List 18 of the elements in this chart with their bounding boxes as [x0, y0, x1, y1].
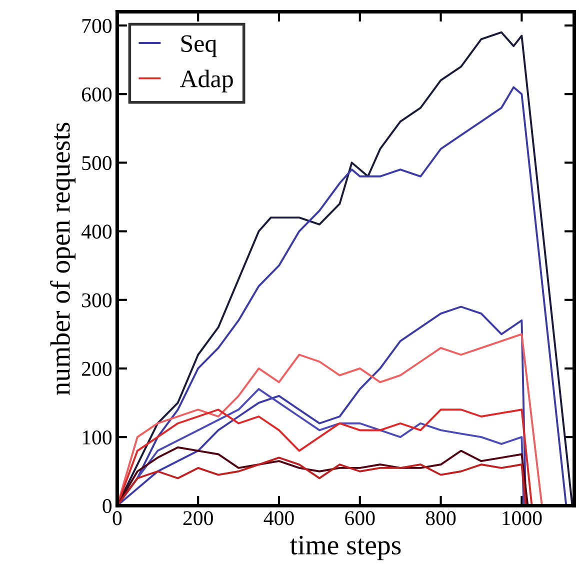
x-tick-label: 800 [426, 511, 456, 526]
x-tick-label: 400 [264, 511, 294, 526]
legend-label: Seq [181, 35, 217, 58]
y-tick-label: 600 [82, 87, 112, 102]
y-tick-label: 700 [82, 18, 112, 33]
y-tick-label: 300 [82, 293, 112, 308]
y-tick-label: 200 [82, 362, 112, 376]
x-tick-label: 600 [345, 511, 375, 526]
legend-label: Adap [180, 70, 233, 92]
y-tick-label: 100 [82, 430, 112, 445]
y-tick-label: 400 [81, 224, 112, 239]
x-tick-label: 1000 [502, 511, 542, 526]
y-tick-label: 0 [102, 499, 112, 514]
x-tick-label: 200 [183, 511, 213, 526]
x-tick-label: 0 [112, 511, 122, 526]
x-axis-title: time steps [290, 536, 401, 560]
y-axis-title: number of open requests [50, 122, 76, 396]
y-tick-label: 500 [82, 156, 112, 170]
